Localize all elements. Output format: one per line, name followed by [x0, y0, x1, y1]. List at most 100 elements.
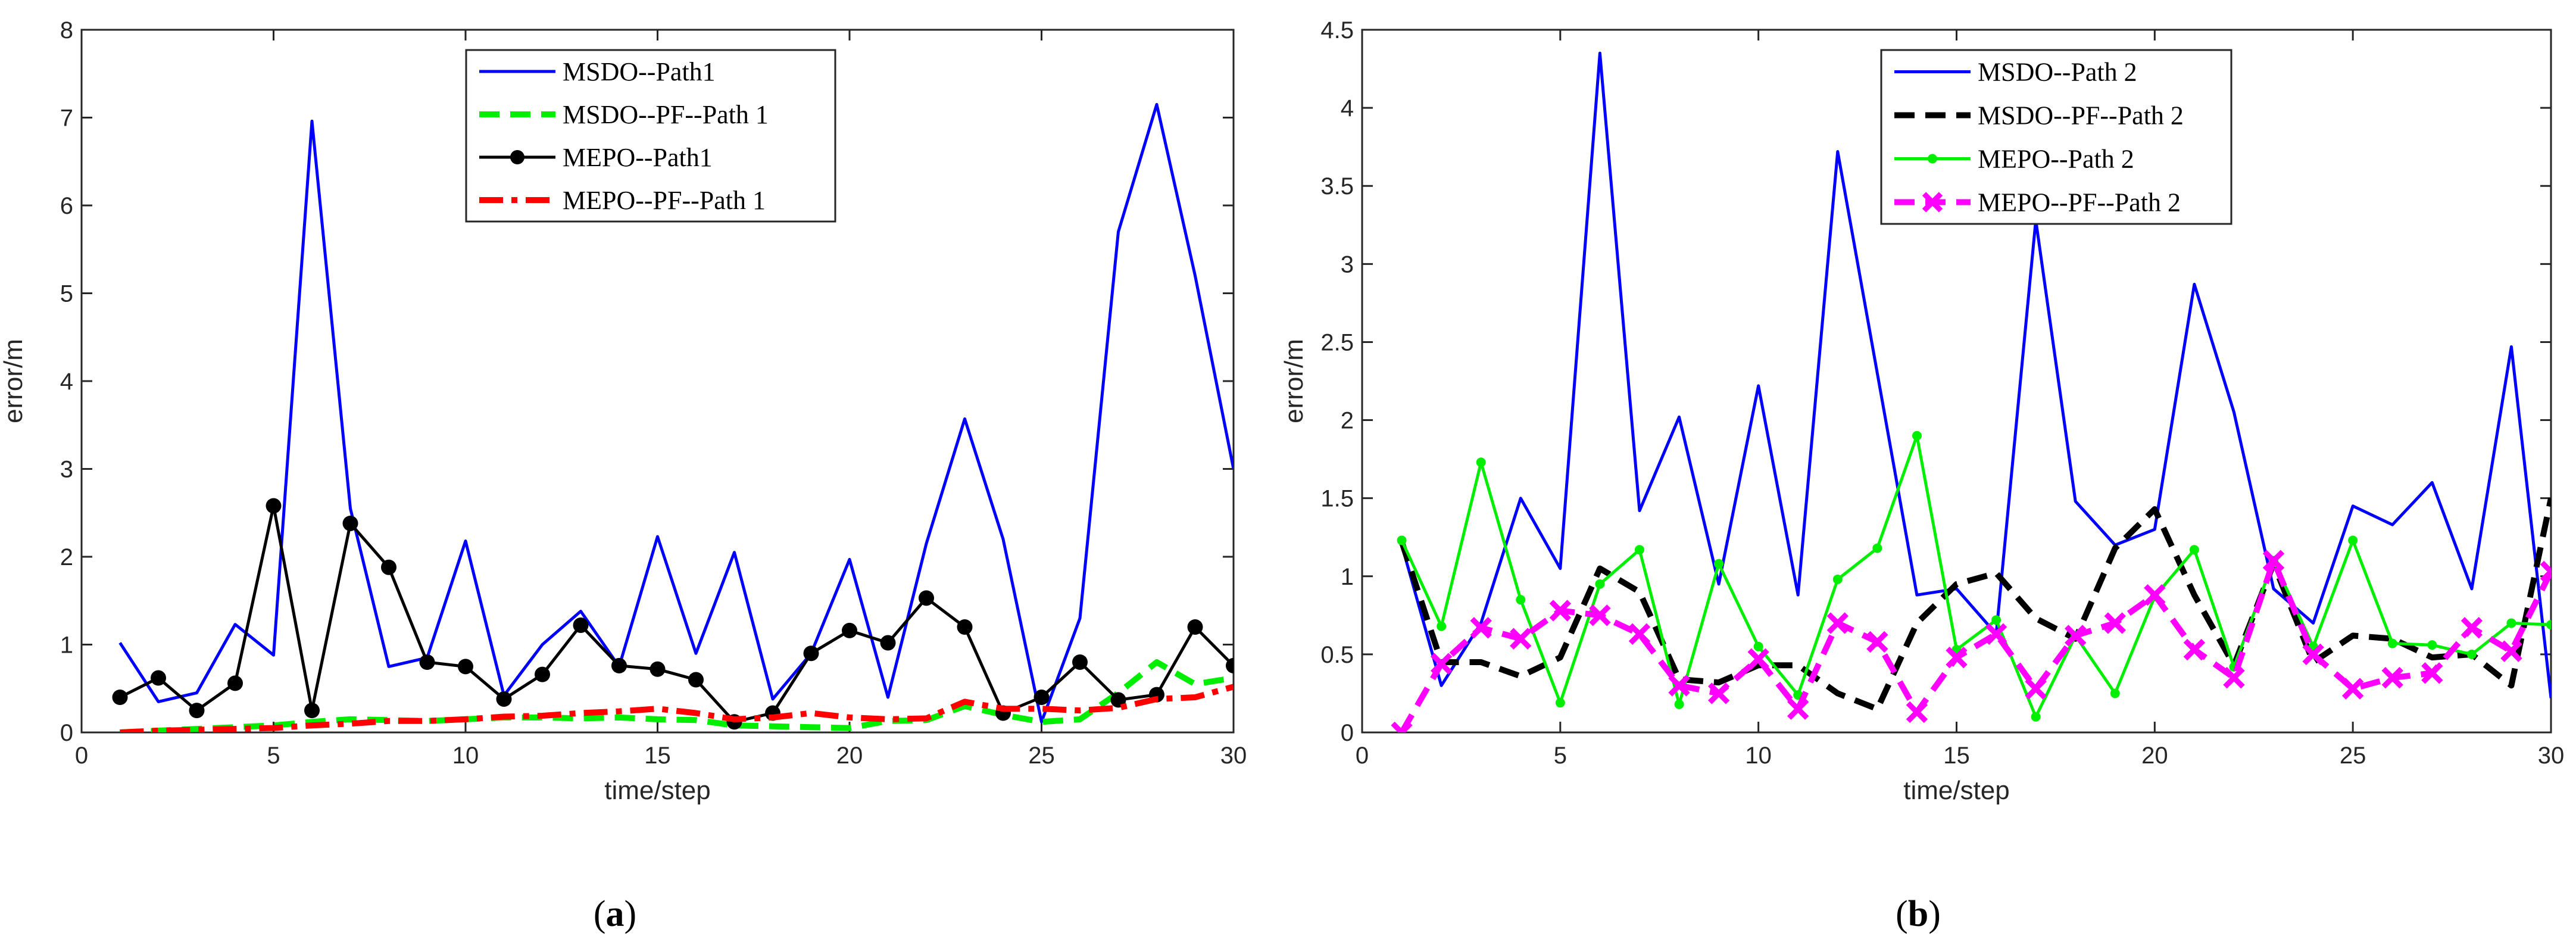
- data-point: [1753, 641, 1763, 651]
- caption-open: (: [1896, 894, 1908, 934]
- data-point: [1437, 621, 1447, 631]
- data-point: [2341, 678, 2364, 700]
- y-tick-label: 7: [60, 105, 73, 132]
- data-point: [1912, 431, 1922, 441]
- caption-close: ): [1928, 894, 1941, 934]
- data-point: [2348, 535, 2358, 545]
- y-tick-label: 8: [60, 17, 73, 43]
- series-group: [112, 102, 1234, 732]
- x-tick-label: 20: [2141, 743, 2168, 769]
- legend-label-3: MEPO--Path 2: [1978, 145, 2134, 174]
- data-point: [2540, 560, 2551, 583]
- data-point: [2427, 640, 2437, 650]
- data-point: [1549, 600, 1572, 622]
- caption-letter: a: [606, 894, 625, 934]
- series-line-3: [119, 504, 1234, 723]
- data-point: [1397, 535, 1407, 545]
- y-tick-label: 2: [1341, 408, 1354, 434]
- data-point: [880, 635, 896, 651]
- data-point: [1707, 682, 1730, 704]
- y-tick-label: 0: [1341, 720, 1354, 746]
- x-axis-label: time/step: [1903, 776, 2010, 805]
- data-point: [2189, 545, 2199, 555]
- data-point: [458, 659, 473, 675]
- series-line-4: [120, 684, 1234, 732]
- y-tick-label: 4.5: [1320, 17, 1354, 43]
- data-point: [2421, 662, 2443, 684]
- chart-panel-b: 0 5 10 15 20 25 30 0 0.5 1 1.5 2 2.5 3 3.5 4 4.5 time/ste…: [1279, 17, 2564, 934]
- legend: MSDO--Path1 MSDO--PF--Path 1 MEPO--Path1 ME…: [465, 49, 836, 223]
- data-point: [1187, 619, 1203, 635]
- data-point: [1226, 657, 1234, 673]
- data-point: [1634, 545, 1644, 555]
- data-point: [1668, 675, 1690, 697]
- data-point: [1430, 653, 1453, 675]
- data-point: [189, 703, 205, 719]
- legend-label-3: MEPO--Path1: [563, 143, 713, 172]
- data-point: [535, 666, 550, 682]
- data-point: [1872, 543, 1882, 553]
- series-group: [1391, 51, 2551, 732]
- data-point: [919, 590, 934, 606]
- x-tick-label: 0: [1356, 743, 1369, 769]
- y-tick-label: 3: [1341, 251, 1354, 277]
- data-point: [1391, 721, 1413, 732]
- data-point: [803, 645, 819, 662]
- data-point: [2223, 667, 2245, 689]
- y-tick-label: 0: [60, 720, 73, 746]
- caption-close: ): [625, 894, 637, 934]
- data-point: [2461, 617, 2483, 639]
- data-point: [842, 622, 857, 638]
- data-point: [1991, 615, 2002, 625]
- data-point: [2025, 678, 2047, 700]
- y-tick-label: 1.5: [1320, 486, 1354, 512]
- x-axis-label: time/step: [604, 776, 711, 805]
- data-point: [1832, 575, 1843, 585]
- series-line-3: [1400, 434, 2551, 719]
- data-point: [2546, 620, 2551, 630]
- caption-open: (: [594, 894, 606, 934]
- data-point: [2110, 688, 2120, 698]
- data-point: [304, 703, 320, 719]
- data-point: [2144, 584, 2166, 606]
- panel-caption: (a): [594, 894, 636, 934]
- data-point: [1747, 648, 1769, 670]
- legend-label-1: MSDO--Path1: [563, 57, 716, 86]
- data-point: [1946, 646, 1968, 669]
- data-point: [227, 675, 243, 691]
- y-tick-label: 5: [60, 281, 73, 307]
- x-tick-label: 15: [644, 743, 671, 769]
- data-point: [2387, 638, 2397, 648]
- data-point: [151, 670, 166, 686]
- data-point: [2466, 649, 2477, 659]
- caption-letter: b: [1908, 894, 1928, 934]
- data-point: [1072, 654, 1088, 670]
- data-point: [1589, 604, 1611, 626]
- data-point: [1826, 612, 1849, 634]
- data-point: [2104, 612, 2126, 634]
- x-tick-label: 15: [1943, 743, 1970, 769]
- data-point: [688, 672, 704, 688]
- data-point: [1470, 617, 1492, 639]
- x-tick-label: 10: [452, 743, 479, 769]
- x-tick-label: 25: [2340, 743, 2366, 769]
- x-tick-label: 0: [75, 743, 88, 769]
- y-tick-label: 6: [60, 193, 73, 219]
- data-point: [1714, 559, 1724, 569]
- y-tick-label: 2.5: [1320, 329, 1354, 355]
- data-point: [2500, 640, 2522, 662]
- data-point: [573, 617, 589, 634]
- x-tick-label: 5: [1554, 743, 1567, 769]
- data-point: [1555, 698, 1565, 708]
- data-point: [1985, 623, 2007, 645]
- data-point: [1510, 628, 1532, 650]
- legend: MSDO--Path 2 MSDO--PF--Path 2 MEPO--Path 2…: [1880, 49, 2232, 225]
- y-tick-label: 1: [60, 632, 73, 659]
- data-point: [1628, 623, 1651, 645]
- y-tick-label: 0.5: [1320, 642, 1354, 668]
- series-line-4: [1399, 557, 2551, 732]
- data-point: [1787, 698, 1809, 720]
- series-line-2: [1398, 497, 2551, 712]
- data-point: [496, 691, 512, 707]
